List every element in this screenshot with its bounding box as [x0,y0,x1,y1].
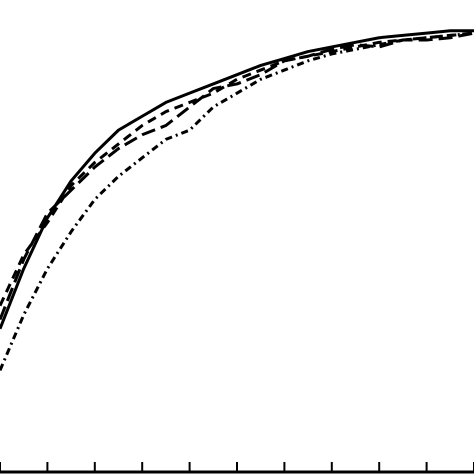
x-axis [0,462,474,474]
series-line-1 [0,29,474,330]
series-line-4 [0,31,474,371]
series-layer [0,29,474,371]
series-line-3 [0,31,474,307]
series-line-2 [0,31,474,321]
